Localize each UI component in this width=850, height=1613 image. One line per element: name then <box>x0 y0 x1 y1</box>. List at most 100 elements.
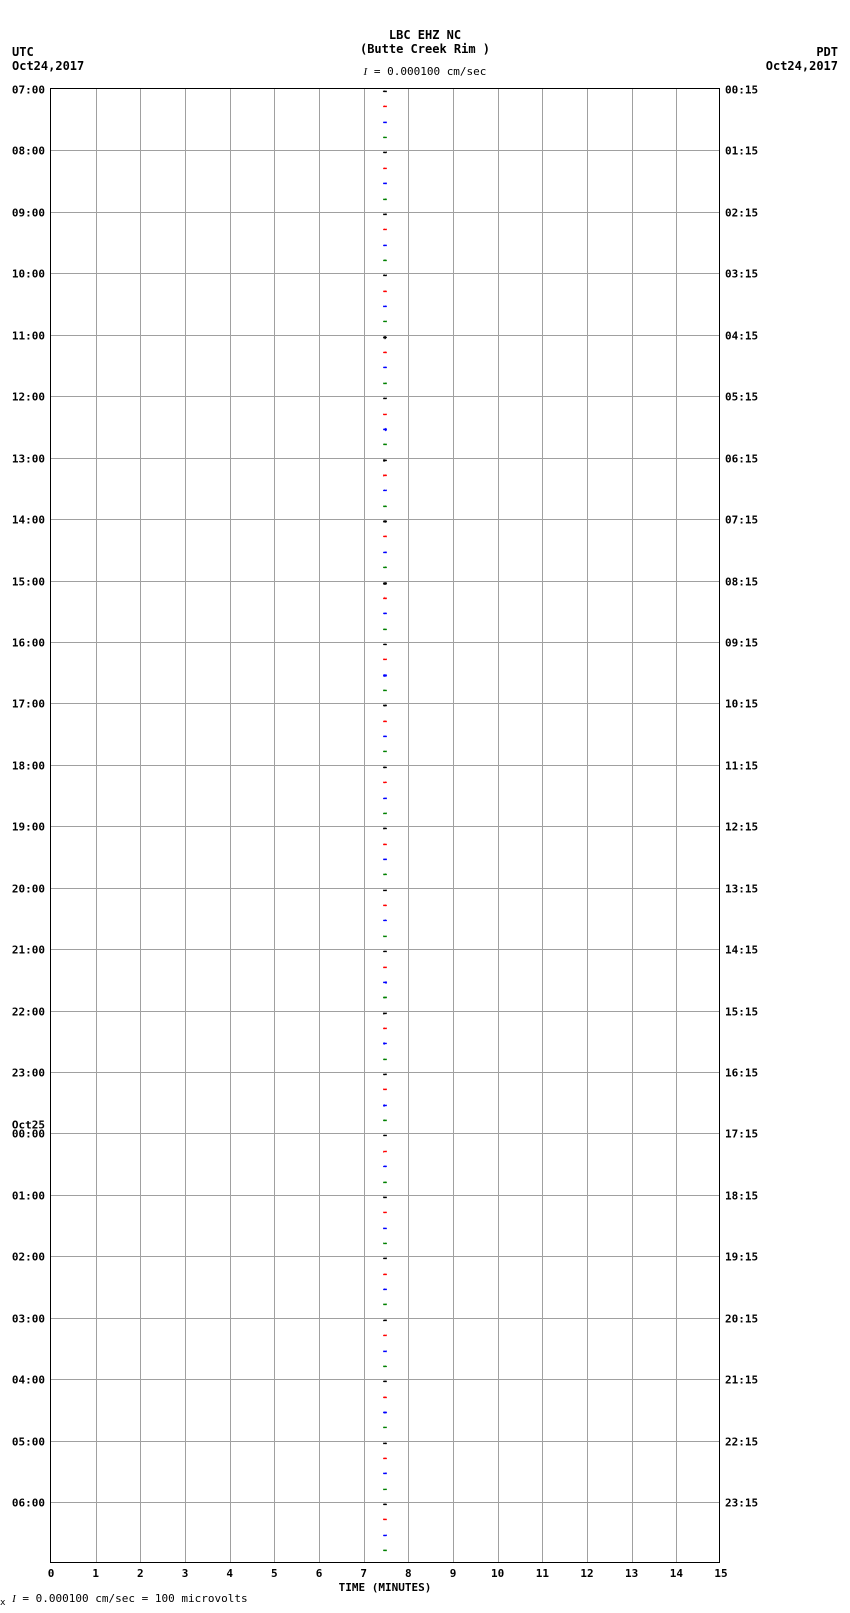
grid-horizontal <box>51 1011 719 1012</box>
seismic-trace <box>51 1074 719 1075</box>
pdt-hour-label: 17:15 <box>725 1128 758 1141</box>
grid-horizontal <box>51 396 719 397</box>
grid-horizontal <box>51 212 719 213</box>
seismic-trace <box>51 1182 719 1183</box>
utc-hour-label: 14:00 <box>0 514 45 527</box>
seismic-trace <box>51 490 719 491</box>
station-title: LBC EHZ NC <box>0 28 850 42</box>
x-tick: 12 <box>580 1567 593 1580</box>
seismic-trace <box>51 1043 719 1044</box>
x-tick: 5 <box>271 1567 278 1580</box>
seismic-trace <box>51 1489 719 1490</box>
seismic-trace <box>51 767 719 768</box>
pdt-hour-label: 01:15 <box>725 145 758 158</box>
utc-hour-label: 09:00 <box>0 206 45 219</box>
grid-horizontal <box>51 642 719 643</box>
seismic-trace <box>51 306 719 307</box>
x-tick: 2 <box>137 1567 144 1580</box>
seismic-trace <box>51 798 719 799</box>
x-tick: 7 <box>360 1567 367 1580</box>
pdt-hour-label: 19:15 <box>725 1251 758 1264</box>
seismic-trace <box>51 1458 719 1459</box>
seismic-trace <box>51 1120 719 1121</box>
seismic-trace <box>51 997 719 998</box>
seismic-trace <box>51 828 719 829</box>
seismic-trace <box>51 1427 719 1428</box>
seismic-trace <box>51 260 719 261</box>
seismic-trace <box>51 414 719 415</box>
x-tick: 1 <box>92 1567 99 1580</box>
seismic-trace <box>51 367 719 368</box>
seismic-trace <box>51 444 719 445</box>
seismic-trace <box>51 1381 719 1382</box>
utc-hour-label: 18:00 <box>0 759 45 772</box>
tz-right: PDT Oct24,2017 <box>766 45 838 73</box>
seismic-trace <box>51 1135 719 1136</box>
seismic-trace <box>51 1443 719 1444</box>
seismic-trace <box>51 874 719 875</box>
seismogram-plot: 0123456789101112131415TIME (MINUTES) <box>50 88 720 1563</box>
pdt-hour-label: 08:15 <box>725 575 758 588</box>
seismic-trace <box>51 1274 719 1275</box>
grid-horizontal <box>51 1502 719 1503</box>
seismic-trace <box>51 1473 719 1474</box>
seismic-trace <box>51 1166 719 1167</box>
seismic-trace <box>51 936 719 937</box>
pdt-hour-label: 00:15 <box>725 84 758 97</box>
seismic-trace <box>51 1197 719 1198</box>
seismic-trace <box>51 1366 719 1367</box>
x-tick: 10 <box>491 1567 504 1580</box>
seismic-trace <box>51 782 719 783</box>
seismic-trace <box>51 690 719 691</box>
seismic-trace <box>51 352 719 353</box>
x-tick: 0 <box>48 1567 55 1580</box>
utc-hour-label: 08:00 <box>0 145 45 158</box>
utc-hour-label: 13:00 <box>0 452 45 465</box>
pdt-hour-label: 15:15 <box>725 1005 758 1018</box>
grid-horizontal <box>51 458 719 459</box>
seismic-trace <box>51 598 719 599</box>
pdt-hour-label: 14:15 <box>725 944 758 957</box>
seismic-trace <box>51 1504 719 1505</box>
pdt-hour-label: 02:15 <box>725 206 758 219</box>
grid-horizontal <box>51 949 719 950</box>
x-tick: 8 <box>405 1567 412 1580</box>
seismic-trace <box>51 1151 719 1152</box>
station-subtitle: (Butte Creek Rim ) <box>0 42 850 56</box>
seismic-trace <box>51 1028 719 1029</box>
x-tick: 14 <box>670 1567 683 1580</box>
seismic-trace <box>51 1397 719 1398</box>
seismic-trace <box>51 751 719 752</box>
pdt-hour-label: 22:15 <box>725 1435 758 1448</box>
seismic-trace <box>51 736 719 737</box>
pdt-hour-label: 03:15 <box>725 268 758 281</box>
seismic-trace <box>51 429 719 430</box>
seismic-trace <box>51 721 719 722</box>
utc-hour-label: 07:00 <box>0 84 45 97</box>
grid-horizontal <box>51 150 719 151</box>
utc-hour-label: 23:00 <box>0 1067 45 1080</box>
seismic-trace <box>51 1258 719 1259</box>
pdt-hour-label: 04:15 <box>725 329 758 342</box>
utc-hour-label: 02:00 <box>0 1251 45 1264</box>
seismic-trace <box>51 1105 719 1106</box>
seismic-trace <box>51 1320 719 1321</box>
utc-hour-label: 04:00 <box>0 1374 45 1387</box>
seismic-trace <box>51 460 719 461</box>
seismic-trace <box>51 1212 719 1213</box>
pdt-hour-label: 13:15 <box>725 882 758 895</box>
seismic-trace <box>51 567 719 568</box>
utc-hour-label: 11:00 <box>0 329 45 342</box>
x-tick: 11 <box>536 1567 549 1580</box>
grid-horizontal <box>51 581 719 582</box>
seismic-trace <box>51 229 719 230</box>
x-tick: 4 <box>226 1567 233 1580</box>
pdt-hour-label: 12:15 <box>725 821 758 834</box>
seismic-trace <box>51 629 719 630</box>
seismic-trace <box>51 168 719 169</box>
seismic-trace <box>51 583 719 584</box>
seismic-trace <box>51 1228 719 1229</box>
seismic-trace <box>51 521 719 522</box>
seismic-trace <box>51 1519 719 1520</box>
grid-horizontal <box>51 519 719 520</box>
